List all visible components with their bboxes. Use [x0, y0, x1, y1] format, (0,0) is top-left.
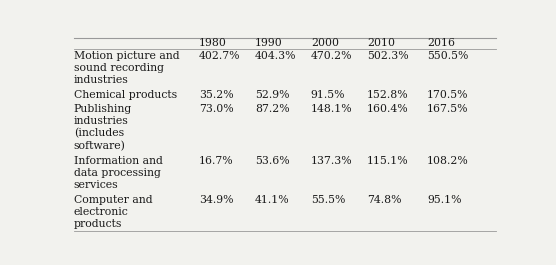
Text: 1980: 1980 [199, 38, 227, 48]
Text: 170.5%: 170.5% [427, 90, 469, 100]
Text: 55.5%: 55.5% [311, 195, 345, 205]
Text: 73.0%: 73.0% [199, 104, 234, 114]
Text: 152.8%: 152.8% [367, 90, 409, 100]
Text: Chemical products: Chemical products [74, 90, 177, 100]
Text: 470.2%: 470.2% [311, 51, 353, 61]
Text: 502.3%: 502.3% [367, 51, 409, 61]
Text: Publishing
industries
(includes
software): Publishing industries (includes software… [74, 104, 132, 151]
Text: 91.5%: 91.5% [311, 90, 345, 100]
Text: 16.7%: 16.7% [199, 156, 234, 166]
Text: 167.5%: 167.5% [427, 104, 469, 114]
Text: 1990: 1990 [255, 38, 282, 48]
Text: 52.9%: 52.9% [255, 90, 289, 100]
Text: Motion picture and
sound recording
industries: Motion picture and sound recording indus… [74, 51, 180, 85]
Text: 74.8%: 74.8% [367, 195, 401, 205]
Text: Information and
data processing
services: Information and data processing services [74, 156, 163, 190]
Text: 87.2%: 87.2% [255, 104, 290, 114]
Text: 148.1%: 148.1% [311, 104, 353, 114]
Text: 550.5%: 550.5% [427, 51, 469, 61]
Text: 2016: 2016 [427, 38, 455, 48]
Text: 41.1%: 41.1% [255, 195, 290, 205]
Text: 404.3%: 404.3% [255, 51, 296, 61]
Text: Computer and
electronic
products: Computer and electronic products [74, 195, 152, 229]
Text: 2010: 2010 [367, 38, 395, 48]
Text: 34.9%: 34.9% [199, 195, 234, 205]
Text: 108.2%: 108.2% [427, 156, 469, 166]
Text: 115.1%: 115.1% [367, 156, 409, 166]
Text: 35.2%: 35.2% [199, 90, 234, 100]
Text: 137.3%: 137.3% [311, 156, 353, 166]
Text: 2000: 2000 [311, 38, 339, 48]
Text: 402.7%: 402.7% [199, 51, 240, 61]
Text: 95.1%: 95.1% [427, 195, 461, 205]
Text: 53.6%: 53.6% [255, 156, 290, 166]
Text: 160.4%: 160.4% [367, 104, 409, 114]
